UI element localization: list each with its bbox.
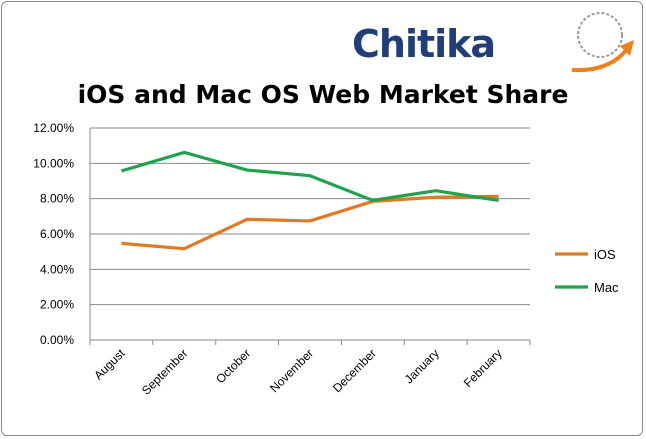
x-tick-label: February — [461, 346, 505, 390]
y-tick-label: 12.00% — [33, 121, 74, 135]
arrow-icon — [571, 46, 630, 73]
x-tick-label: September — [139, 346, 190, 397]
y-tick-label: 0.00% — [40, 333, 74, 347]
y-tick-label: 8.00% — [40, 192, 74, 206]
x-tick-label: December — [330, 346, 379, 395]
y-tick-label: 2.00% — [40, 298, 74, 312]
x-tick-label: October — [213, 346, 253, 386]
x-tick-label: January — [402, 346, 442, 386]
y-tick-label: 6.00% — [40, 227, 74, 241]
logo-text: Chitika — [352, 22, 496, 66]
chart-title: iOS and Mac OS Web Market Share — [77, 80, 569, 109]
y-tick-label: 4.00% — [40, 262, 74, 276]
x-tick-label: November — [267, 346, 316, 395]
series-line-mac — [120, 150, 499, 203]
legend-label: Mac — [594, 280, 619, 295]
y-tick-label: 10.00% — [33, 156, 74, 170]
chitika-logo: Chitika — [352, 22, 496, 66]
globe-icon — [577, 12, 623, 58]
x-tick-label: August — [91, 346, 128, 383]
series-line-ios — [121, 194, 499, 251]
arrow-head-icon — [620, 40, 634, 56]
legend-label: iOS — [594, 247, 616, 262]
